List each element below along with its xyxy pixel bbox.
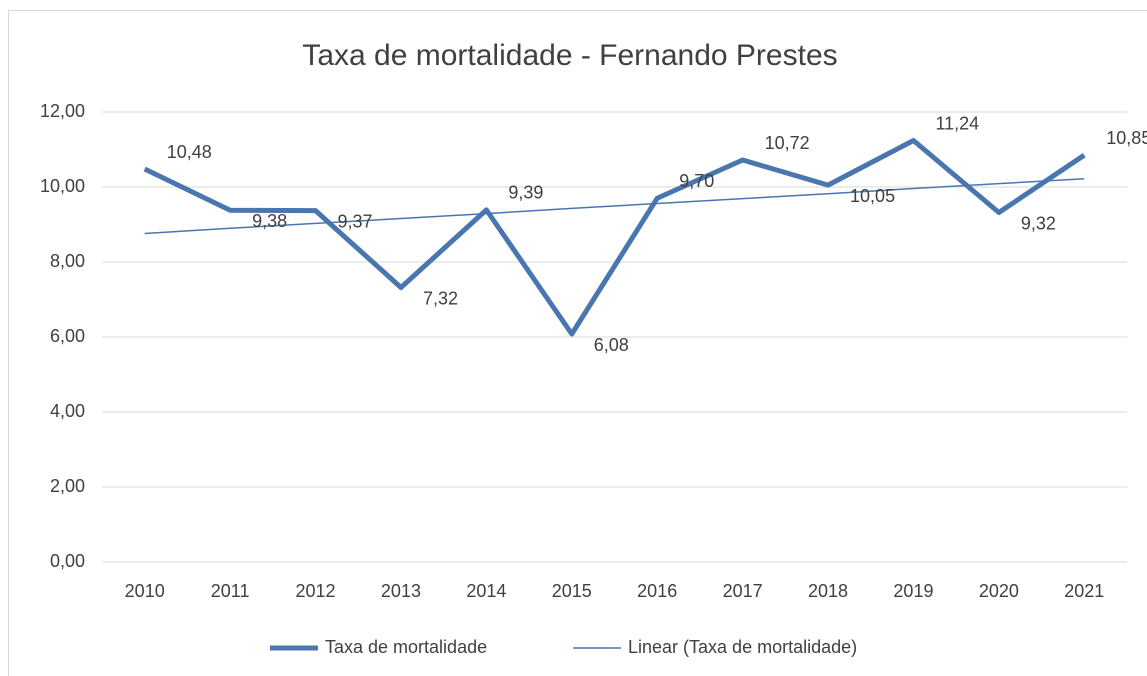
data-label: 10,48: [167, 142, 212, 162]
data-label: 9,70: [679, 171, 714, 191]
x-tick-label: 2019: [893, 581, 933, 601]
chart-title: Taxa de mortalidade - Fernando Prestes: [302, 39, 837, 72]
y-tick-label: 12,00: [40, 101, 85, 121]
y-tick-label: 6,00: [50, 326, 85, 346]
data-label: 10,72: [765, 133, 810, 153]
data-line: [143, 138, 1086, 337]
x-tick-label: 2015: [552, 581, 592, 601]
data-label: 6,08: [594, 335, 629, 355]
x-tick-label: 2010: [125, 581, 165, 601]
data-label: 9,38: [252, 211, 287, 231]
data-label: 9,39: [508, 183, 543, 203]
x-tick-label: 2021: [1064, 581, 1104, 601]
x-tick-label: 2014: [466, 581, 506, 601]
data-label: 7,32: [423, 288, 458, 308]
y-tick-label: 2,00: [50, 476, 85, 496]
y-tick-label: 10,00: [40, 176, 85, 196]
x-tick-label: 2011: [211, 581, 250, 601]
x-tick-label: 2013: [381, 581, 421, 601]
x-tick-label: 2018: [808, 581, 848, 601]
y-tick-label: 0,00: [50, 551, 85, 571]
legend-label: Taxa de mortalidade: [325, 637, 487, 657]
x-tick-label: 2012: [296, 581, 336, 601]
data-label: 9,32: [1021, 213, 1056, 233]
data-label: 10,05: [850, 186, 895, 206]
data-label: 9,37: [338, 211, 373, 231]
y-tick-label: 4,00: [50, 401, 85, 421]
trend-line: [144, 178, 1085, 235]
x-tick-label: 2017: [723, 581, 763, 601]
x-tick-label: 2016: [637, 581, 677, 601]
data-label: 11,24: [935, 113, 979, 133]
data-label: 10,85: [1106, 128, 1147, 148]
x-tick-label: 2020: [979, 581, 1019, 601]
legend-label: Linear (Taxa de mortalidade): [628, 637, 857, 657]
chart-border: [8, 10, 1147, 676]
y-tick-label: 8,00: [50, 251, 85, 271]
